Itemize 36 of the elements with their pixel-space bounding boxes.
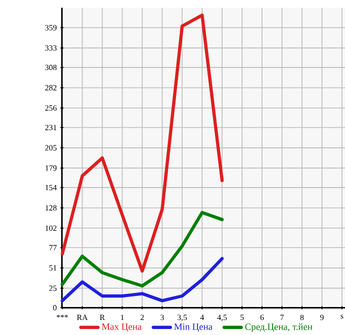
y-tick-label: 205 [45, 145, 57, 150]
y-tick-label: 154 [46, 184, 57, 190]
y-tick-label: 0 [53, 305, 57, 310]
x-tick-label: 1 [120, 314, 124, 320]
x-tick-label: RA [76, 314, 88, 320]
y-tick-label: 102 [46, 225, 56, 231]
y-tick-label: 282 [45, 85, 56, 90]
legend-label: Сред.Цена, т.йен [245, 323, 312, 332]
y-tick-label: 256 [45, 105, 57, 111]
line-series [60, 256, 224, 302]
y-tick-label: 308 [45, 64, 57, 70]
x-tick-label: 9 [320, 314, 324, 320]
y-tick-label: 51 [49, 265, 56, 271]
legend-label: Min Цена [174, 324, 212, 332]
x-tick-label: R [100, 314, 105, 320]
x-tick-label: 8 [300, 314, 304, 320]
legend-label: Max Цена [102, 324, 142, 332]
x-tick-label: 4,5 [217, 314, 227, 322]
x-tick-label: 3,5 [178, 314, 187, 322]
y-tick-label: 25 [49, 286, 57, 291]
y-tick-label: 231 [45, 124, 56, 130]
y-tick-label: 77 [49, 245, 57, 250]
x-tick-label: 4 [200, 314, 204, 320]
line-series [60, 210, 224, 288]
x-tick-label: s [340, 314, 344, 319]
y-tick-label: 128 [46, 205, 57, 211]
line-series [60, 14, 224, 273]
y-tick-label: 359 [45, 24, 57, 30]
x-tick-label: 5 [240, 314, 244, 320]
y-tick-label: 179 [46, 165, 57, 171]
x-tick-label: *** [56, 314, 68, 318]
x-tick-label: 7 [280, 314, 284, 320]
x-tick-label: 3 [160, 314, 164, 320]
y-tick-label: 333 [45, 45, 57, 51]
x-tick-label: 6 [260, 314, 264, 320]
x-tick-label: 2 [140, 314, 144, 320]
